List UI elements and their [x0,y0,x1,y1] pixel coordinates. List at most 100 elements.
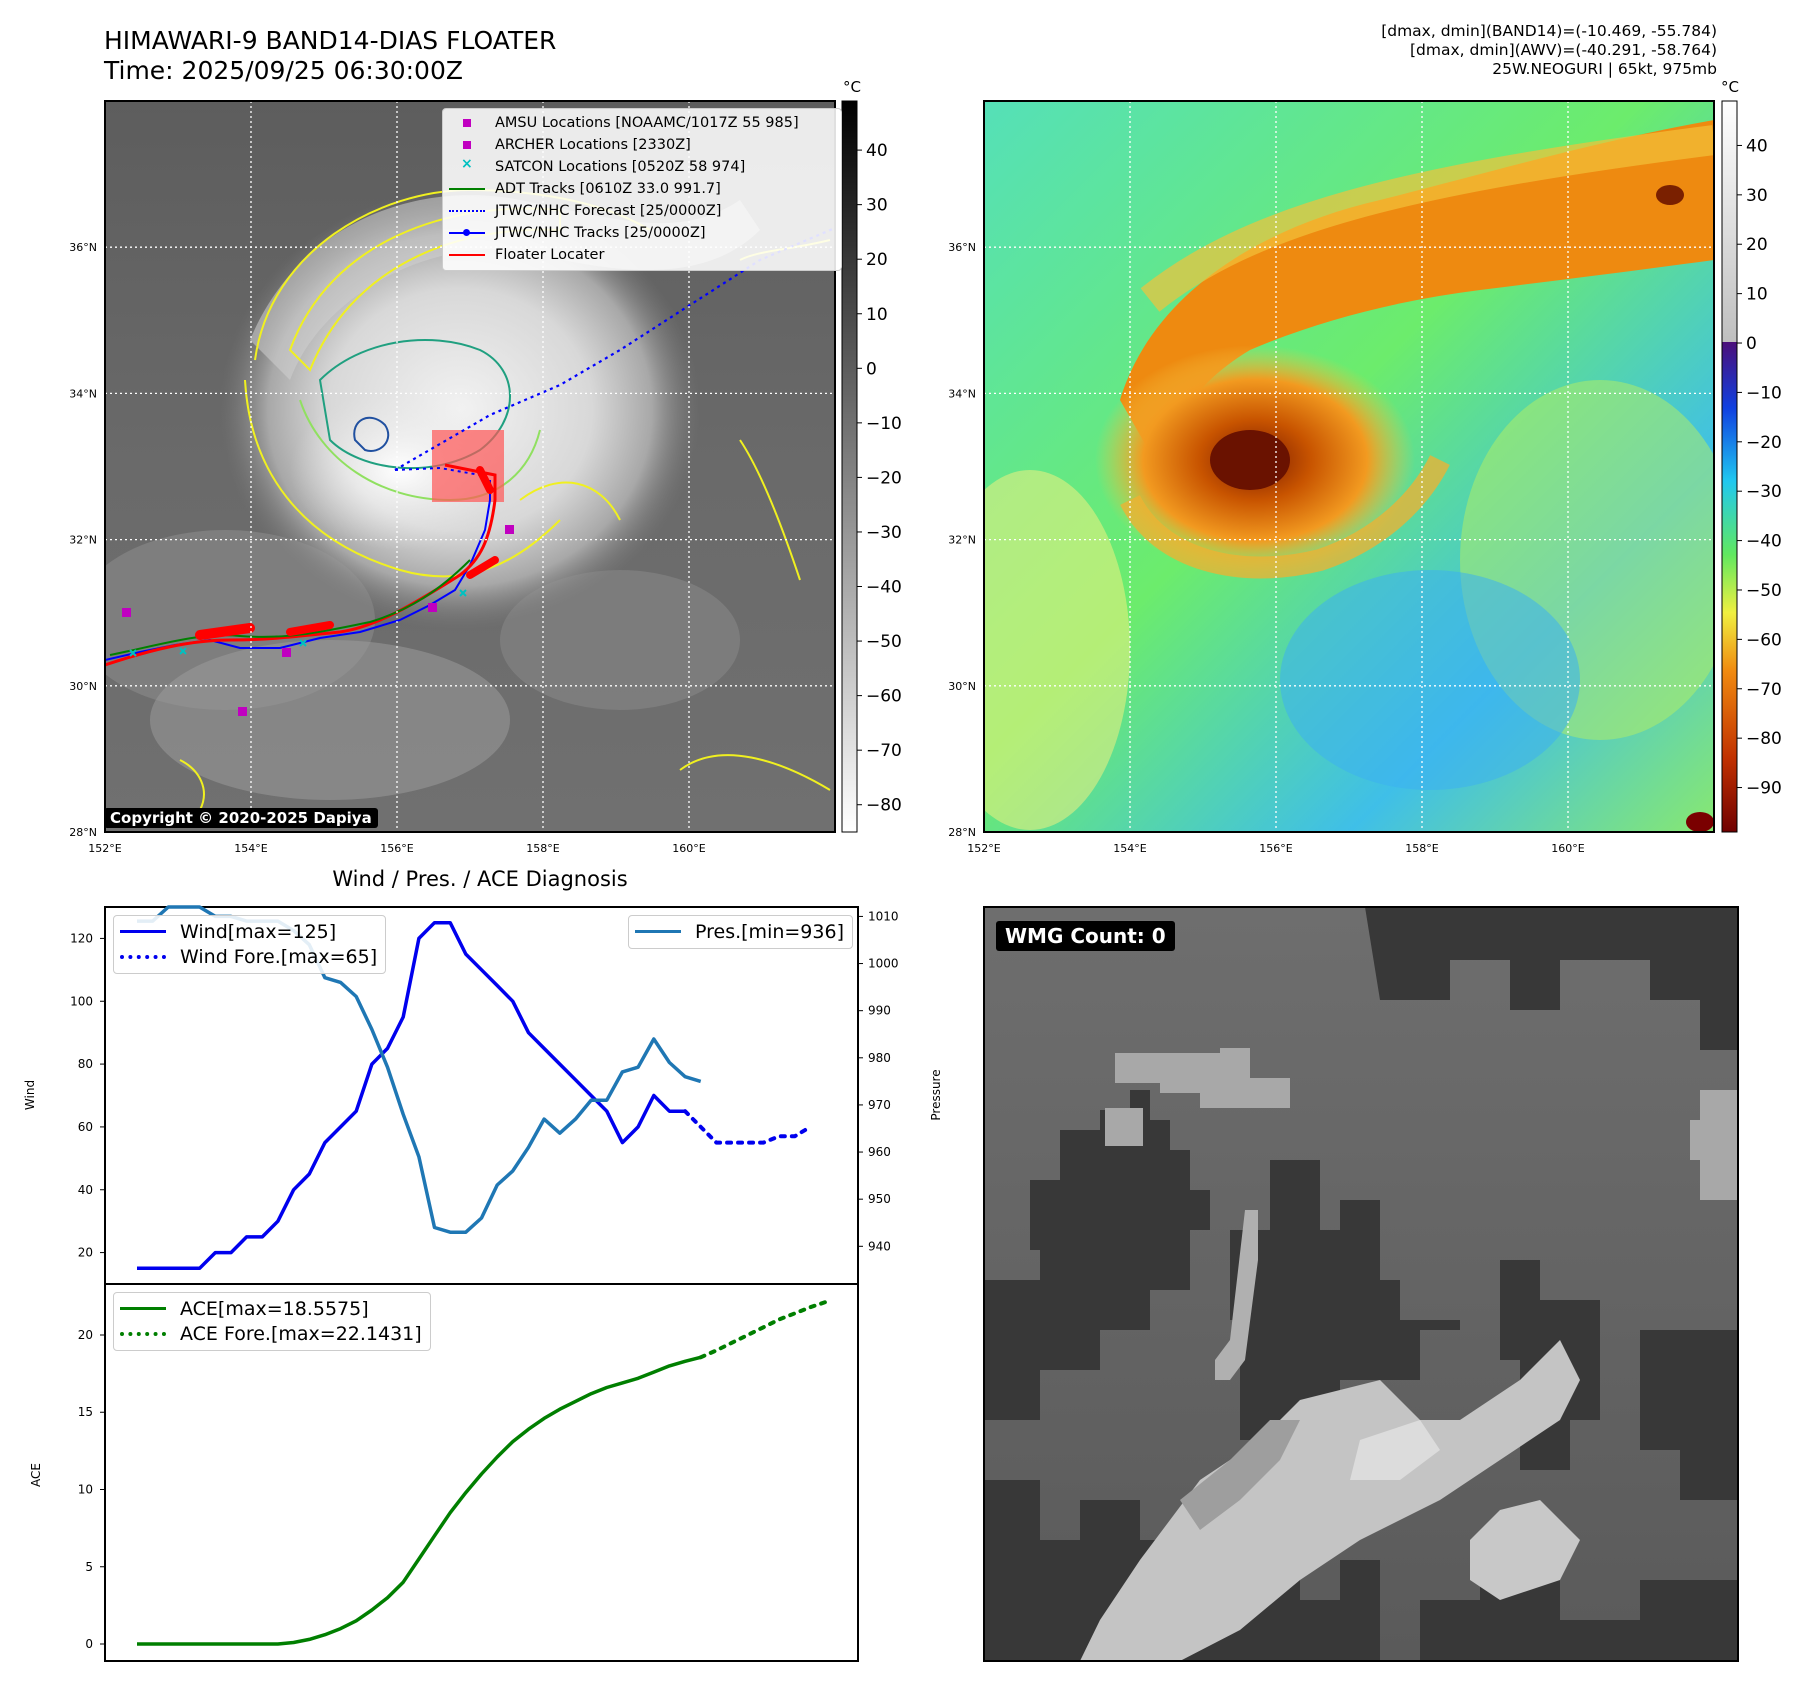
wind-fore-series-line [683,1109,813,1145]
colorbar-tick-label: −90 [1746,779,1782,799]
figure-title: HIMAWARI-9 BAND14-DIAS FLOATER Time: 202… [104,26,556,86]
y-right-tick-label: 1010 [868,909,899,923]
map-legend-label: Floater Locater [495,247,605,263]
y-right-tick-label: 960 [868,1145,891,1159]
square-marker-icon [449,116,485,130]
colorbar-tick-label: −80 [866,796,902,816]
pressure-y-label: Pressure [929,1069,943,1120]
legend-wind-label: Wind[max=125] [180,920,337,943]
ir-colorbar-unit: °C [843,78,861,96]
diagnosis-chart-title: Wind / Pres. / ACE Diagnosis [332,867,627,891]
wmg-count-badge: WMG Count: 0 [996,921,1175,951]
archer-marker [122,608,131,617]
lon-tick-label: 160°E [672,842,705,855]
wmg-frame [983,906,1739,1662]
colorbar-tick-label: −60 [1746,630,1782,650]
map-legend-item: Floater Locater [449,244,835,266]
colorbar-tick-label: 0 [1746,334,1757,354]
lon-tick-label: 156°E [380,842,413,855]
wv-colorbar: °C 40 30 20 10 0 −10 −20 −30 −40 −50 −60 −70 −80 −90 [1721,78,1782,833]
y-tick-label: 60 [78,1120,93,1134]
ace-series-line [137,1355,702,1646]
wv-dry-band [1120,120,1714,470]
y-right-tick-label: 970 [868,1098,891,1112]
legend-wind-forecast-line [120,954,166,959]
dotted-line-icon [449,204,485,218]
map-legend-item: ARCHER Locations [2330Z] [449,134,835,156]
ace-legend: ACE[max=18.5575] ACE Fore.[max=22.1431] [113,1292,431,1351]
y-right-tick-label: 940 [868,1239,891,1253]
y-tick-label: 120 [70,931,93,945]
lat-tick-label: 34°N [948,387,976,400]
colorbar-tick-label: 20 [866,250,888,270]
colorbar-tick-label: −20 [866,468,902,488]
amsu-marker [505,525,514,534]
solid-line-icon [449,182,485,196]
adt-track [109,559,471,656]
map-legend-label: SATCON Locations [0520Z 58 974] [495,159,746,175]
lon-tick-label: 154°E [1113,842,1146,855]
map-legend-item: × SATCON Locations [0520Z 58 974] [449,156,835,178]
lon-tick-label: 158°E [1405,842,1438,855]
wv-colorbar-unit: °C [1721,78,1739,96]
y-tick-label: 100 [70,994,93,1008]
colorbar-tick-label: −80 [1746,729,1782,749]
lon-tick-label: 156°E [1259,842,1292,855]
pressure-y-ticks: 940 950 960 970 980 990 1000 1010 [858,909,899,1253]
info-storm-intensity: 25W.NEOGURI | 65kt, 975mb [1492,60,1717,78]
colorbar-tick-label: 40 [1746,136,1768,156]
colorbar-tick-label: −10 [1746,383,1782,403]
y-tick-label: 0 [85,1637,93,1651]
wv-axis-ticks: 28°N 30°N 32°N 34°N 36°N 152°E 154°E 156°E 158°E… [948,241,1585,855]
square-marker-icon [449,138,485,152]
x-marker-icon: × [461,156,473,172]
wind-y-ticks: 20 40 60 80 100 120 [70,931,105,1260]
info-awv-range: [dmax, dmin](AWV)=(-40.291, -58.764) [1410,41,1717,59]
map-legend-item: JTWC/NHC Tracks [25/0000Z] [449,222,835,244]
satcon-markers [129,589,467,657]
amsu-marker [282,648,291,657]
map-legend: AMSU Locations [NOAAMC/1017Z 55 985] ARCH… [442,108,842,271]
archer-marker [428,603,437,612]
map-legend-label: JTWC/NHC Forecast [25/0000Z] [495,203,722,219]
map-legend-item: JTWC/NHC Forecast [25/0000Z] [449,200,835,222]
wind-legend: Wind[max=125] Wind Fore.[max=65] [113,915,387,974]
legend-ace-forecast-label: ACE Fore.[max=22.1431] [180,1322,422,1345]
wind-series-line [137,920,686,1271]
legend-wind-forecast: Wind Fore.[max=65] [120,944,377,969]
colorbar-tick-label: 30 [1746,186,1768,206]
colorbar-tick-label: −40 [866,578,902,598]
pressure-legend: Pres.[min=936] [628,915,853,949]
wv-colorbar-scale [1721,100,1738,833]
storm-info: [dmax, dmin](BAND14)=(-10.469, -55.784) … [1381,22,1717,79]
lon-tick-label: 152°E [967,842,1000,855]
y-tick-label: 20 [78,1328,93,1342]
colorbar-tick-label: −30 [1746,482,1782,502]
legend-wind-forecast-label: Wind Fore.[max=65] [180,945,378,968]
lat-tick-label: 36°N [948,241,976,254]
colorbar-tick-label: 40 [866,141,888,161]
solid-line-icon [449,248,485,262]
title-product: HIMAWARI-9 BAND14-DIAS FLOATER [104,26,557,55]
lat-tick-label: 36°N [69,241,97,254]
map-legend-label: JTWC/NHC Tracks [25/0000Z] [495,225,706,241]
legend-pressure-line [635,930,681,933]
y-right-tick-label: 990 [868,1004,891,1018]
y-right-tick-label: 950 [868,1192,891,1206]
y-tick-label: 5 [85,1560,93,1574]
lon-tick-label: 158°E [526,842,559,855]
colorbar-tick-label: 30 [866,196,888,216]
y-tick-label: 40 [78,1183,93,1197]
title-time: Time: 2025/09/25 06:30:00Z [104,56,463,85]
wv-map-frame [983,100,1715,833]
ir-colorbar-scale [841,100,858,833]
ir-axis-ticks: 28°N 30°N 32°N 34°N 36°N 152°E 154°E 156°E 158°E… [69,241,706,855]
lat-tick-label: 28°N [69,826,97,839]
line-dot-icon [449,226,485,240]
wv-map-panel: 28°N 30°N 32°N 34°N 36°N 152°E 154°E 156°E 158°E… [948,100,1715,855]
lon-tick-label: 152°E [88,842,121,855]
info-band14-range: [dmax, dmin](BAND14)=(-10.469, -55.784) [1381,22,1717,40]
ace-fore-series-line [698,1299,828,1360]
floater-track [105,463,497,667]
legend-ace-forecast: ACE Fore.[max=22.1431] [120,1321,422,1346]
